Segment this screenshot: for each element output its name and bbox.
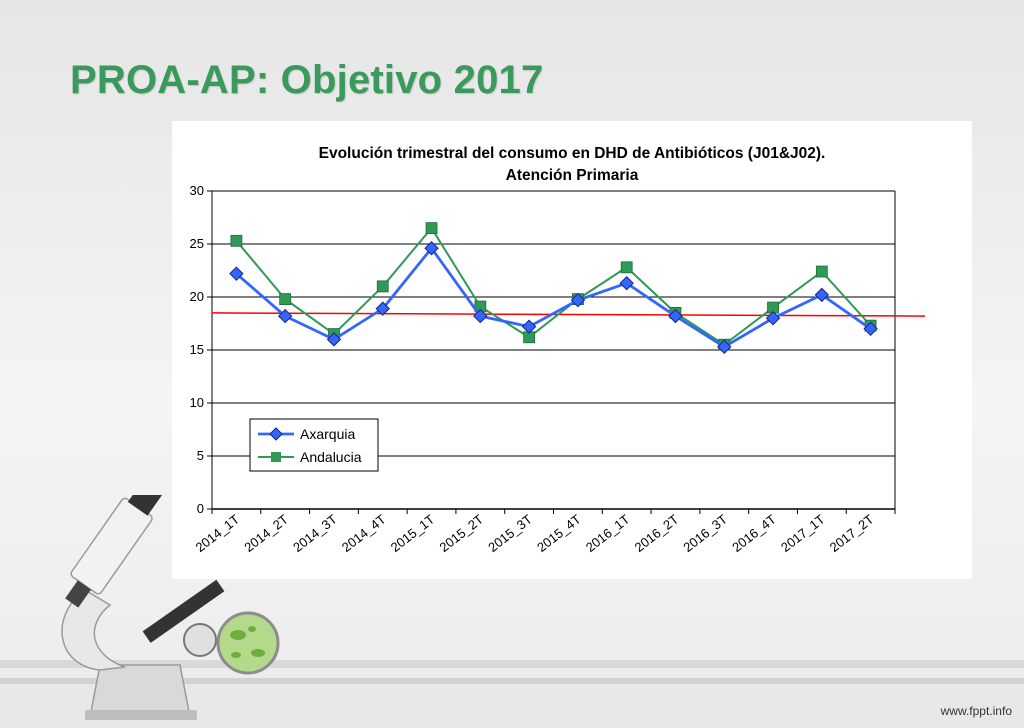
target-line [211, 312, 926, 317]
y-axis-ticks: 0 5 10 15 20 25 30 [190, 183, 204, 516]
y-tick-label: 25 [190, 236, 204, 251]
series-line [235, 245, 872, 349]
footer-brand: www.fppt.info [940, 704, 1012, 718]
y-tick-label: 10 [190, 395, 204, 410]
x-tick-label: 2016_4T [729, 512, 779, 555]
x-axis-ticks: 2014_1T 2014_2T 2014_3T 2014_4T 2015_1T 2015_… [193, 512, 877, 555]
axes [207, 190, 896, 514]
x-tick-label: 2015_1T [388, 512, 438, 555]
legend-label: Axarquia [300, 426, 355, 442]
legend-marker [269, 427, 283, 441]
y-tick-label: 20 [190, 289, 204, 304]
chart-title: Evolución trimestral del consumo en DHD … [319, 145, 826, 162]
y-tick-label: 5 [197, 448, 204, 463]
data-point [375, 301, 390, 316]
x-tick-label: 2015_2T [436, 512, 486, 555]
chart-subtitle: Atención Primaria [506, 167, 639, 184]
x-tick-label: 2016_1T [583, 512, 633, 555]
legend-marker [271, 452, 281, 462]
series-axarquia [229, 241, 878, 355]
y-tick-label: 15 [190, 342, 204, 357]
data-series [229, 222, 878, 355]
page-title: PROA-AP: Objetivo 2017 [70, 58, 544, 102]
y-tick-label: 30 [190, 183, 204, 198]
line-chart: Evolución trimestral del consumo en DHD … [190, 145, 926, 555]
data-point [424, 241, 439, 256]
chart-legend: Axarquia Andalucia [249, 418, 379, 472]
data-point [620, 261, 633, 274]
x-tick-label: 2015_4T [534, 512, 584, 555]
series-line [235, 226, 872, 346]
legend-box [249, 418, 379, 472]
data-point [814, 287, 830, 303]
data-point [279, 293, 292, 306]
data-point [619, 276, 634, 291]
data-point [326, 332, 342, 347]
data-point [473, 308, 488, 324]
data-point [521, 319, 537, 334]
data-point [229, 266, 244, 281]
x-tick-label: 2016_3T [680, 512, 730, 555]
legend-label: Andalucia [300, 449, 362, 465]
x-tick-label: 2015_3T [485, 512, 535, 555]
y-tick-label: 0 [197, 501, 204, 516]
data-point [376, 280, 389, 293]
data-point [425, 222, 438, 234]
data-point [765, 310, 781, 326]
x-tick-label: 2016_2T [632, 512, 682, 555]
data-point [815, 265, 828, 278]
chart-panel: Evolución trimestral del consumo en DHD … [172, 121, 972, 579]
data-point [570, 292, 586, 308]
x-tick-label: 2017_1T [778, 512, 828, 555]
microscope-icon [61, 495, 280, 720]
x-tick-label: 2014_4T [339, 512, 389, 555]
data-point [668, 308, 683, 324]
series-andalucia [230, 222, 877, 351]
x-tick-label: 2017_2T [827, 512, 877, 555]
x-tick-label: 2014_3T [290, 512, 340, 555]
data-point [863, 321, 878, 337]
data-point [230, 234, 243, 247]
target-line-mark [211, 312, 926, 317]
data-point [277, 308, 293, 324]
data-point [717, 339, 732, 355]
